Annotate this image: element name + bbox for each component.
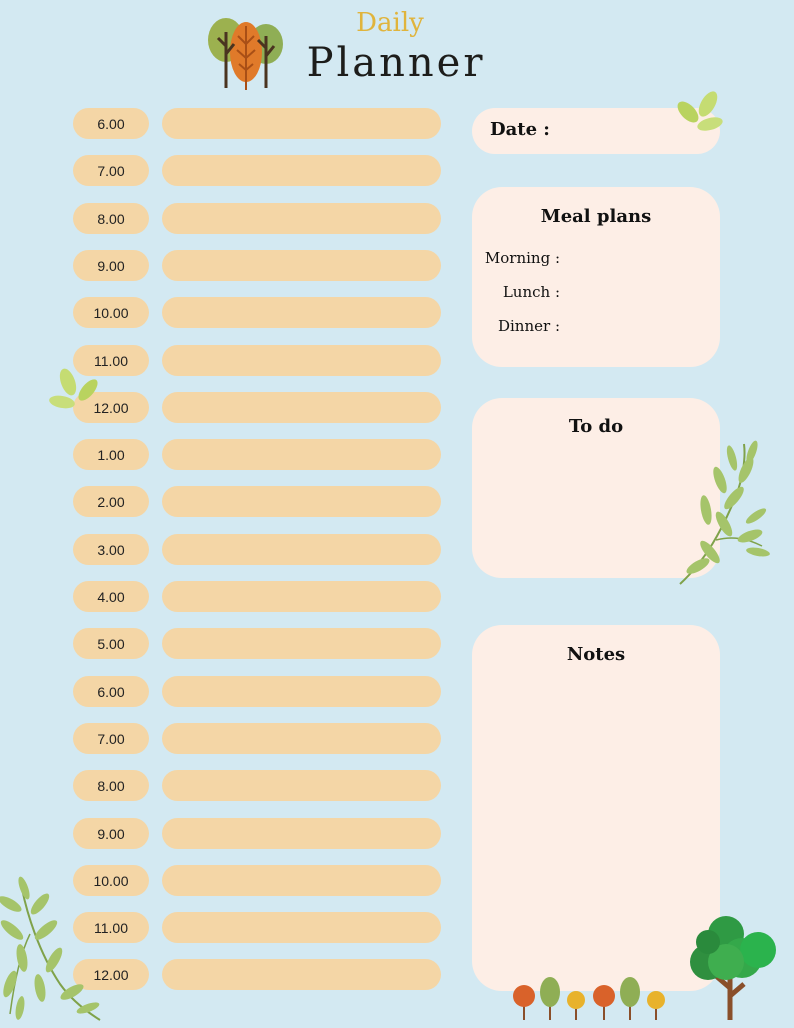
- tree-cluster-icon: [204, 14, 286, 94]
- olive-branch-icon: [0, 874, 104, 1024]
- time-slot-label: 4.00: [73, 581, 149, 612]
- todo-title: To do: [568, 416, 624, 437]
- time-slot-label: 10.00: [73, 297, 149, 328]
- time-slot-label: 10.00: [73, 865, 149, 896]
- notes-title: Notes: [566, 644, 626, 665]
- time-slot-entry[interactable]: [162, 676, 441, 707]
- time-slot-label: 6.00: [73, 108, 149, 139]
- time-slot-entry[interactable]: [162, 959, 441, 990]
- date-label: Date :: [490, 119, 550, 140]
- time-slot-entry[interactable]: [162, 534, 441, 565]
- small-trees-row-icon: [510, 974, 674, 1022]
- meal-plans-card: Meal plans Morning : Lunch : Dinner :: [472, 187, 720, 367]
- meal-lunch-label: Lunch :: [502, 283, 560, 301]
- time-slot-label: 9.00: [73, 818, 149, 849]
- meal-dinner-label: Dinner :: [497, 317, 560, 335]
- time-slot-entry[interactable]: [162, 486, 441, 517]
- date-card[interactable]: Date :: [472, 108, 720, 154]
- todo-card[interactable]: To do: [472, 398, 720, 578]
- time-slot-entry[interactable]: [162, 345, 441, 376]
- time-slot-entry[interactable]: [162, 865, 441, 896]
- green-tree-icon: [686, 912, 780, 1022]
- time-slot-entry[interactable]: [162, 818, 441, 849]
- time-slot-label: 12.00: [73, 959, 149, 990]
- time-slot-entry[interactable]: [162, 439, 441, 470]
- olive-branch-icon: [676, 440, 776, 588]
- time-slot-label: 11.00: [73, 912, 149, 943]
- time-slot-label: 5.00: [73, 628, 149, 659]
- time-slot-label: 8.00: [73, 770, 149, 801]
- time-slot-entry[interactable]: [162, 155, 441, 186]
- title-daily: Daily: [356, 8, 424, 38]
- notes-card[interactable]: Notes: [472, 625, 720, 991]
- time-slot-entry[interactable]: [162, 628, 441, 659]
- time-slot-entry[interactable]: [162, 392, 441, 423]
- leaf-sprig-icon: [48, 366, 104, 414]
- time-slot-label: 11.00: [73, 345, 149, 376]
- time-slot-entry[interactable]: [162, 250, 441, 281]
- time-slot-label: 6.00: [73, 676, 149, 707]
- time-slot-entry[interactable]: [162, 297, 441, 328]
- time-slot-label: 3.00: [73, 534, 149, 565]
- time-slot-label: 7.00: [73, 723, 149, 754]
- time-slot-label: 1.00: [73, 439, 149, 470]
- time-slot-label: 8.00: [73, 203, 149, 234]
- time-slot-entry[interactable]: [162, 203, 441, 234]
- page-title: Planner: [306, 40, 486, 86]
- time-slot-entry[interactable]: [162, 581, 441, 612]
- time-slot-entry[interactable]: [162, 723, 441, 754]
- time-slot-label: 7.00: [73, 155, 149, 186]
- time-slot-label: 9.00: [73, 250, 149, 281]
- meal-plans-title: Meal plans: [540, 206, 652, 227]
- meal-morning-label: Morning :: [484, 249, 560, 267]
- time-slot-entry[interactable]: [162, 770, 441, 801]
- time-slot-entry[interactable]: [162, 108, 441, 139]
- time-slot-entry[interactable]: [162, 912, 441, 943]
- leaf-sprig-icon: [672, 88, 728, 136]
- time-slot-label: 2.00: [73, 486, 149, 517]
